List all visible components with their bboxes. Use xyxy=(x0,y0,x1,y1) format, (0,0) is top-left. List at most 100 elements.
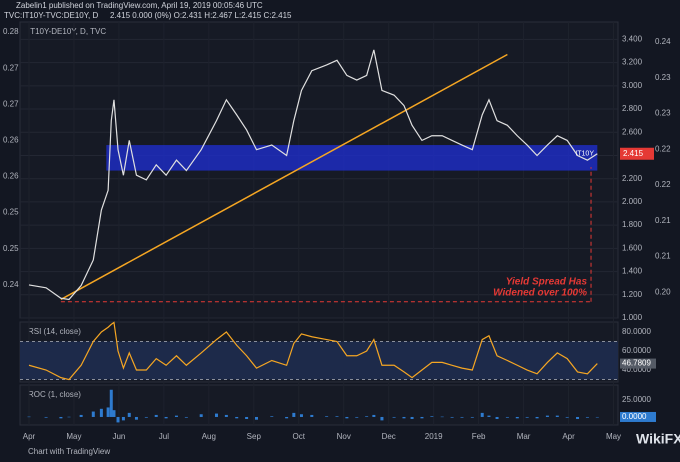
roc-bar xyxy=(372,414,376,417)
x-tick-label: Aug xyxy=(202,432,216,441)
roc-bar xyxy=(392,416,396,418)
price-line xyxy=(28,49,598,301)
y-tick-label: 3.000 xyxy=(622,81,643,90)
roc-bar xyxy=(144,416,148,418)
roc-bar xyxy=(184,416,188,418)
price-badge xyxy=(620,147,654,160)
y-tick-label: 0.23 xyxy=(655,109,671,118)
y-tick-label: 0.26 xyxy=(3,172,19,181)
roc-bar xyxy=(67,416,71,418)
x-tick-label: Feb xyxy=(472,432,486,441)
roc-bar xyxy=(365,416,369,417)
y-tick-label: 0.28 xyxy=(3,27,19,36)
roc-bar xyxy=(440,416,444,418)
symbol: TVC:IT10Y-TVC:DE10Y, D xyxy=(4,11,98,20)
roc-bar xyxy=(214,413,218,417)
y-tick-label: 0.21 xyxy=(655,252,671,261)
roc-bar xyxy=(106,407,110,417)
x-tick-label: Sep xyxy=(247,432,262,441)
x-tick-label: Oct xyxy=(293,432,306,441)
rsi-label: 46.7809 xyxy=(622,359,651,368)
rsi-title: RSI (14, close) xyxy=(28,327,81,336)
y-tick-label: 80.0000 xyxy=(622,327,651,336)
price-label: 2.415 xyxy=(623,149,644,158)
rsi-band xyxy=(20,341,618,380)
y-tick-label: 0.24 xyxy=(3,280,19,289)
roc-bar xyxy=(450,416,454,418)
roc-bar xyxy=(285,416,289,419)
roc-bar xyxy=(79,414,83,417)
roc-bar xyxy=(235,416,239,419)
x-tick-label: May xyxy=(606,432,621,441)
roc-bar xyxy=(410,416,414,420)
x-tick-label: Apr xyxy=(562,432,575,441)
y-tick-label: 0.25 xyxy=(3,208,19,217)
roc-bar xyxy=(59,416,63,419)
roc-bar xyxy=(112,410,116,417)
y-tick-label: 60.0000 xyxy=(622,346,651,355)
y-tick-label: 0.27 xyxy=(3,99,19,108)
roc-bar xyxy=(515,416,519,419)
roc-bar xyxy=(310,414,314,417)
roc-bar xyxy=(355,416,359,418)
roc-bar xyxy=(199,414,203,417)
support-zone xyxy=(106,145,598,171)
series-name: IT10Y xyxy=(575,151,594,158)
roc-bar xyxy=(255,416,259,420)
roc-bar xyxy=(224,414,228,417)
roc-bar xyxy=(480,412,484,417)
roc-bar xyxy=(555,415,559,417)
x-tick-label: 2019 xyxy=(425,432,443,441)
rsi-line xyxy=(28,321,598,381)
roc-bar xyxy=(91,411,95,417)
roc-bar xyxy=(245,416,249,420)
watermark: WikiFX xyxy=(636,431,680,447)
roc-bar xyxy=(127,412,131,417)
roc-bar xyxy=(460,416,464,418)
y-tick-label: 1.400 xyxy=(622,267,643,276)
roc-bar xyxy=(487,415,491,417)
y-tick-label: 0.22 xyxy=(655,180,671,189)
roc-bar xyxy=(420,416,424,419)
footer: Chart with TradingView xyxy=(28,447,110,456)
y-tick-label: 3.200 xyxy=(622,58,643,67)
x-tick-label: Nov xyxy=(337,432,351,441)
y-tick-label: 2.800 xyxy=(622,104,643,113)
y-tick-label: 2.600 xyxy=(622,127,643,136)
roc-bar xyxy=(535,416,539,419)
trendline xyxy=(60,53,508,301)
roc-pane xyxy=(19,384,619,426)
roc-bar xyxy=(505,416,509,418)
y-tick-label: 0.26 xyxy=(3,136,19,145)
roc-bar xyxy=(99,408,103,417)
roc-bar xyxy=(121,416,125,421)
roc-bar xyxy=(402,416,406,419)
roc-bar xyxy=(27,416,31,418)
quote: 2.415 0.000 (0%) O:2.431 H:2.467 L:2.415… xyxy=(110,11,292,20)
roc-bar xyxy=(164,416,168,419)
x-tick-label: May xyxy=(66,432,81,441)
y-tick-label: 1.000 xyxy=(622,313,643,322)
roc-bar xyxy=(174,415,178,417)
roc-bar xyxy=(292,412,296,417)
y-tick-label: 25.0000 xyxy=(622,395,651,404)
y-tick-label: 1.600 xyxy=(622,243,643,252)
y-tick-label: 0.22 xyxy=(655,144,671,153)
roc-badge xyxy=(620,411,656,422)
y-tick-label: 40.0000 xyxy=(622,365,651,374)
roc-bar xyxy=(585,416,589,418)
roc-bar xyxy=(470,416,474,418)
roc-bar xyxy=(576,416,580,420)
roc-title: ROC (1, close) xyxy=(28,390,81,399)
y-tick-label: 3.400 xyxy=(622,35,643,44)
y-tick-label: 0.25 xyxy=(3,244,19,253)
roc-bar xyxy=(270,416,274,417)
roc-bar xyxy=(565,416,569,418)
x-tick-label: Dec xyxy=(382,432,396,441)
legend-title: IT10Y-DE10Y, D, TVC xyxy=(28,27,106,36)
x-tick-label: Mar xyxy=(517,432,531,441)
y-tick-label: 0.21 xyxy=(655,216,671,225)
roc-bar xyxy=(299,414,303,417)
roc-bar xyxy=(495,416,499,420)
